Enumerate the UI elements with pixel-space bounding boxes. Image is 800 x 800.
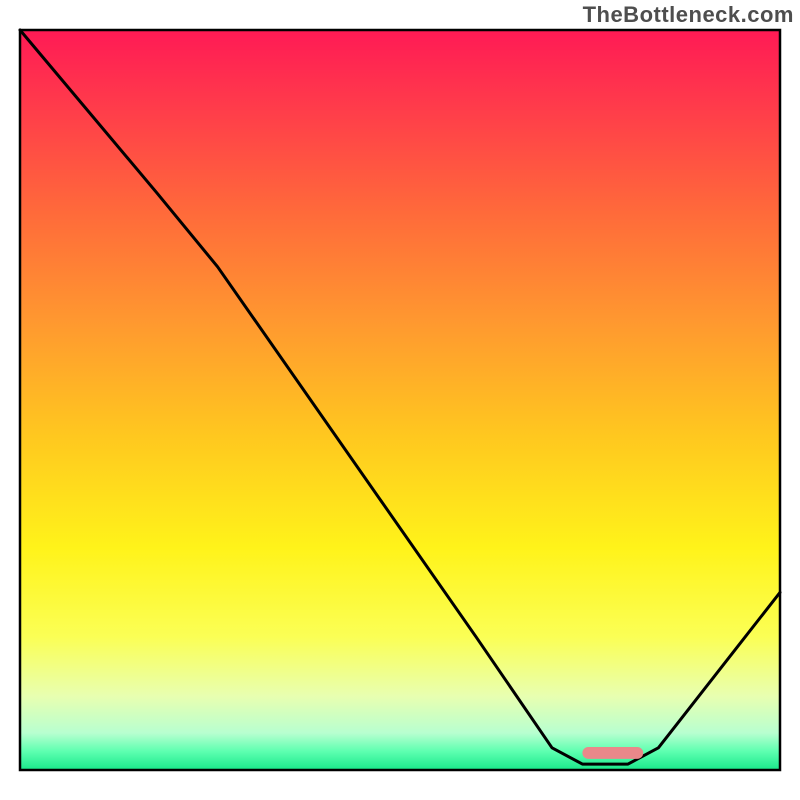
- bottleneck-chart: [0, 0, 800, 800]
- plot-background: [20, 30, 780, 770]
- chart-wrap: TheBottleneck.com: [0, 0, 800, 800]
- valley-marker: [582, 747, 643, 759]
- watermark-text: TheBottleneck.com: [583, 2, 794, 28]
